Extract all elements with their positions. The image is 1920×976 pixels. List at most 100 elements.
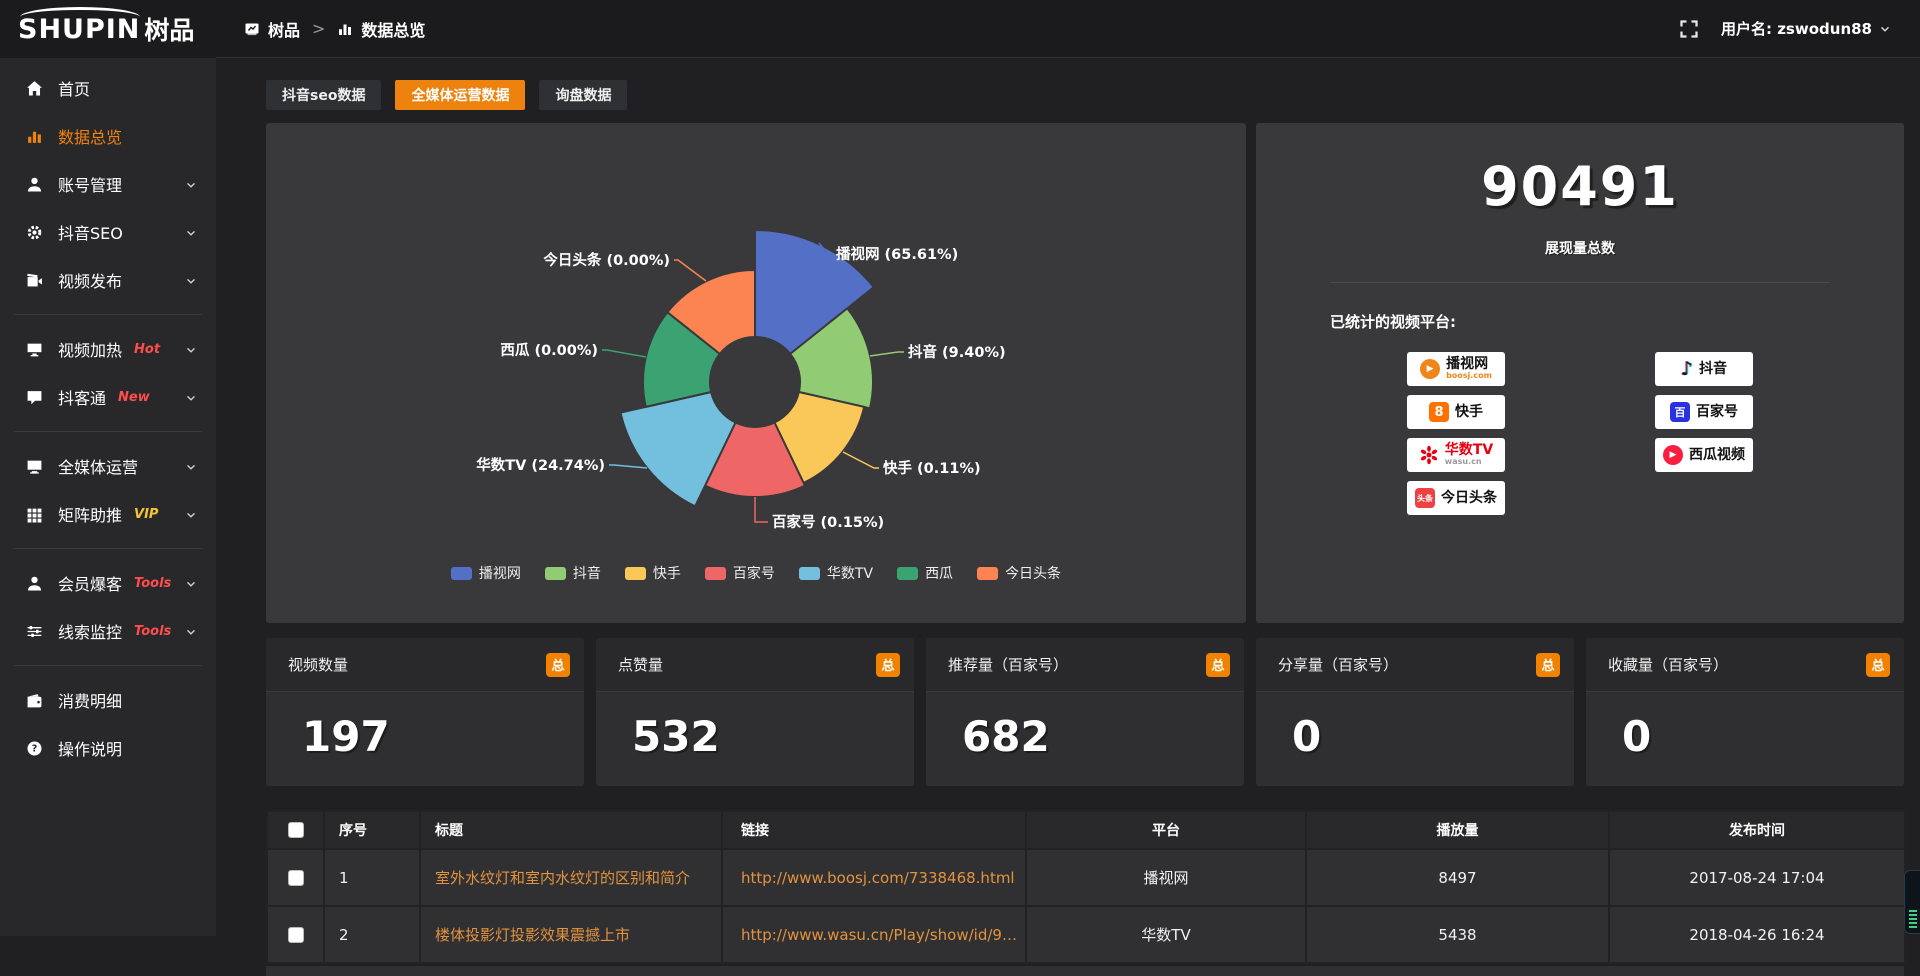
pie-label-快手: 快手 (0.11%) xyxy=(883,459,981,477)
fullscreen-icon[interactable] xyxy=(1679,19,1699,39)
row-title[interactable]: 楼体投影灯投影效果震撼上市 xyxy=(420,906,722,963)
legend-item-播视网[interactable]: 播视网 xyxy=(451,563,521,583)
select-all-checkbox[interactable] xyxy=(288,822,304,838)
platform-badge-百家号: 百百家号 xyxy=(1655,395,1753,429)
row-plays: 5438 xyxy=(1306,906,1609,963)
breadcrumb-current[interactable]: 数据总览 xyxy=(361,17,425,41)
sidebar-divider xyxy=(14,665,202,666)
legend-item-快手[interactable]: 快手 xyxy=(625,563,681,583)
row-select-cell xyxy=(267,906,324,963)
row-platform: 播视网 xyxy=(1026,849,1306,906)
sidebar-item-视频发布[interactable]: 视频发布 xyxy=(0,256,216,304)
logo-latin: SHUPIN xyxy=(18,16,140,43)
row-link[interactable]: http://www.boosj.com/7338468.html xyxy=(722,849,1026,906)
legend-item-华数TV[interactable]: 华数TV xyxy=(799,563,873,583)
chat-icon xyxy=(26,389,43,406)
tab-询盘数据[interactable]: 询盘数据 xyxy=(539,80,627,110)
member-icon xyxy=(26,575,43,592)
platform-badge-name: 快手 xyxy=(1455,405,1483,420)
legend-item-百家号[interactable]: 百家号 xyxy=(705,563,775,583)
breadcrumb-root[interactable]: 树品 xyxy=(268,17,300,41)
sidebar-item-badge: VIP xyxy=(134,507,158,522)
logo-cn: 树品 xyxy=(144,18,194,43)
toutiao-logo: 头条 xyxy=(1415,488,1435,508)
user-menu[interactable]: 用户名: zswodun88 xyxy=(1721,18,1892,39)
stat-card-value: 682 xyxy=(926,692,1244,761)
sidebar-item-数据总览[interactable]: 数据总览 xyxy=(0,112,216,160)
legend-label: 快手 xyxy=(653,563,681,583)
sidebar-item-操作说明[interactable]: ?操作说明 xyxy=(0,724,216,772)
row-title[interactable]: 室外水纹灯和室内水纹灯的区别和简介 xyxy=(420,849,722,906)
sidebar-item-抖音SEO[interactable]: 抖音SEO xyxy=(0,208,216,256)
sidebar-item-label: 数据总览 xyxy=(58,124,122,148)
chevron-down-icon xyxy=(184,273,198,287)
pie-label-今日头条: 今日头条 (0.00%) xyxy=(542,251,670,269)
sidebar-item-label: 首页 xyxy=(58,76,90,100)
sidebar-item-label: 全媒体运营 xyxy=(58,454,138,478)
row-seq: 1 xyxy=(324,849,420,906)
sidebar-divider xyxy=(14,548,202,549)
username-label: 用户名: zswodun88 xyxy=(1721,18,1872,39)
total-badge: 总 xyxy=(1536,653,1560,677)
sidebar-item-label: 视频发布 xyxy=(58,268,122,292)
legend-item-抖音[interactable]: 抖音 xyxy=(545,563,601,583)
pie-label-抖音: 抖音 (9.40%) xyxy=(908,343,1006,361)
stat-card-value: 532 xyxy=(596,692,914,761)
legend-item-西瓜[interactable]: 西瓜 xyxy=(897,563,953,583)
tab-抖音seo数据[interactable]: 抖音seo数据 xyxy=(266,80,381,110)
row-platform: 华数TV xyxy=(1026,906,1306,963)
platforms-title: 已统计的视频平台: xyxy=(1330,311,1904,332)
legend-swatch xyxy=(625,567,646,580)
column-header-链接: 链接 xyxy=(722,811,1026,849)
chevron-down-icon xyxy=(184,624,198,638)
sidebar-item-消费明细[interactable]: 消费明细 xyxy=(0,676,216,724)
sidebar-item-全媒体运营[interactable]: 全媒体运营 xyxy=(0,442,216,490)
sidebar-item-首页[interactable]: 首页 xyxy=(0,64,216,112)
chevron-down-icon xyxy=(184,390,198,404)
row-published: 2018-04-26 16:24 xyxy=(1609,906,1905,963)
stat-card-label: 点赞量 xyxy=(618,654,663,675)
help-icon: ? xyxy=(26,740,43,757)
legend-label: 华数TV xyxy=(827,563,873,583)
row-checkbox[interactable] xyxy=(288,927,304,943)
floating-widget[interactable] xyxy=(1904,870,1920,934)
stat-card-value: 0 xyxy=(1586,692,1904,761)
sidebar-divider xyxy=(14,314,202,315)
platform-badge-sub: boosj.com xyxy=(1446,372,1492,381)
chevron-down-icon xyxy=(184,177,198,191)
column-header-平台: 平台 xyxy=(1026,811,1306,849)
boosj-logo: ▶ xyxy=(1420,359,1440,379)
legend-item-今日头条[interactable]: 今日头条 xyxy=(977,563,1061,583)
baijiahao-logo: 百 xyxy=(1670,402,1690,422)
legend-swatch xyxy=(545,567,566,580)
grid-icon xyxy=(26,506,43,523)
sidebar-item-账号管理[interactable]: 账号管理 xyxy=(0,160,216,208)
platform-badge-name: 西瓜视频 xyxy=(1689,448,1745,463)
topbar: 树品 > 数据总览 用户名: zswodun88 xyxy=(216,0,1920,58)
chart-icon xyxy=(337,21,353,37)
monitor-icon xyxy=(26,458,43,475)
row-plays: 8497 xyxy=(1306,849,1609,906)
tab-全媒体运营数据[interactable]: 全媒体运营数据 xyxy=(395,80,525,110)
row-link[interactable]: http://www.wasu.cn/Play/show/id/952... xyxy=(722,906,1026,963)
platform-badge-name: 华数TV xyxy=(1445,443,1493,458)
chevron-down-icon xyxy=(184,507,198,521)
video-icon xyxy=(26,272,43,289)
row-checkbox[interactable] xyxy=(288,870,304,886)
logo-arc xyxy=(20,7,140,17)
sidebar-item-badge: Tools xyxy=(134,576,171,591)
sidebar-item-label: 消费明细 xyxy=(58,688,122,712)
sidebar-item-badge: Hot xyxy=(134,342,160,357)
